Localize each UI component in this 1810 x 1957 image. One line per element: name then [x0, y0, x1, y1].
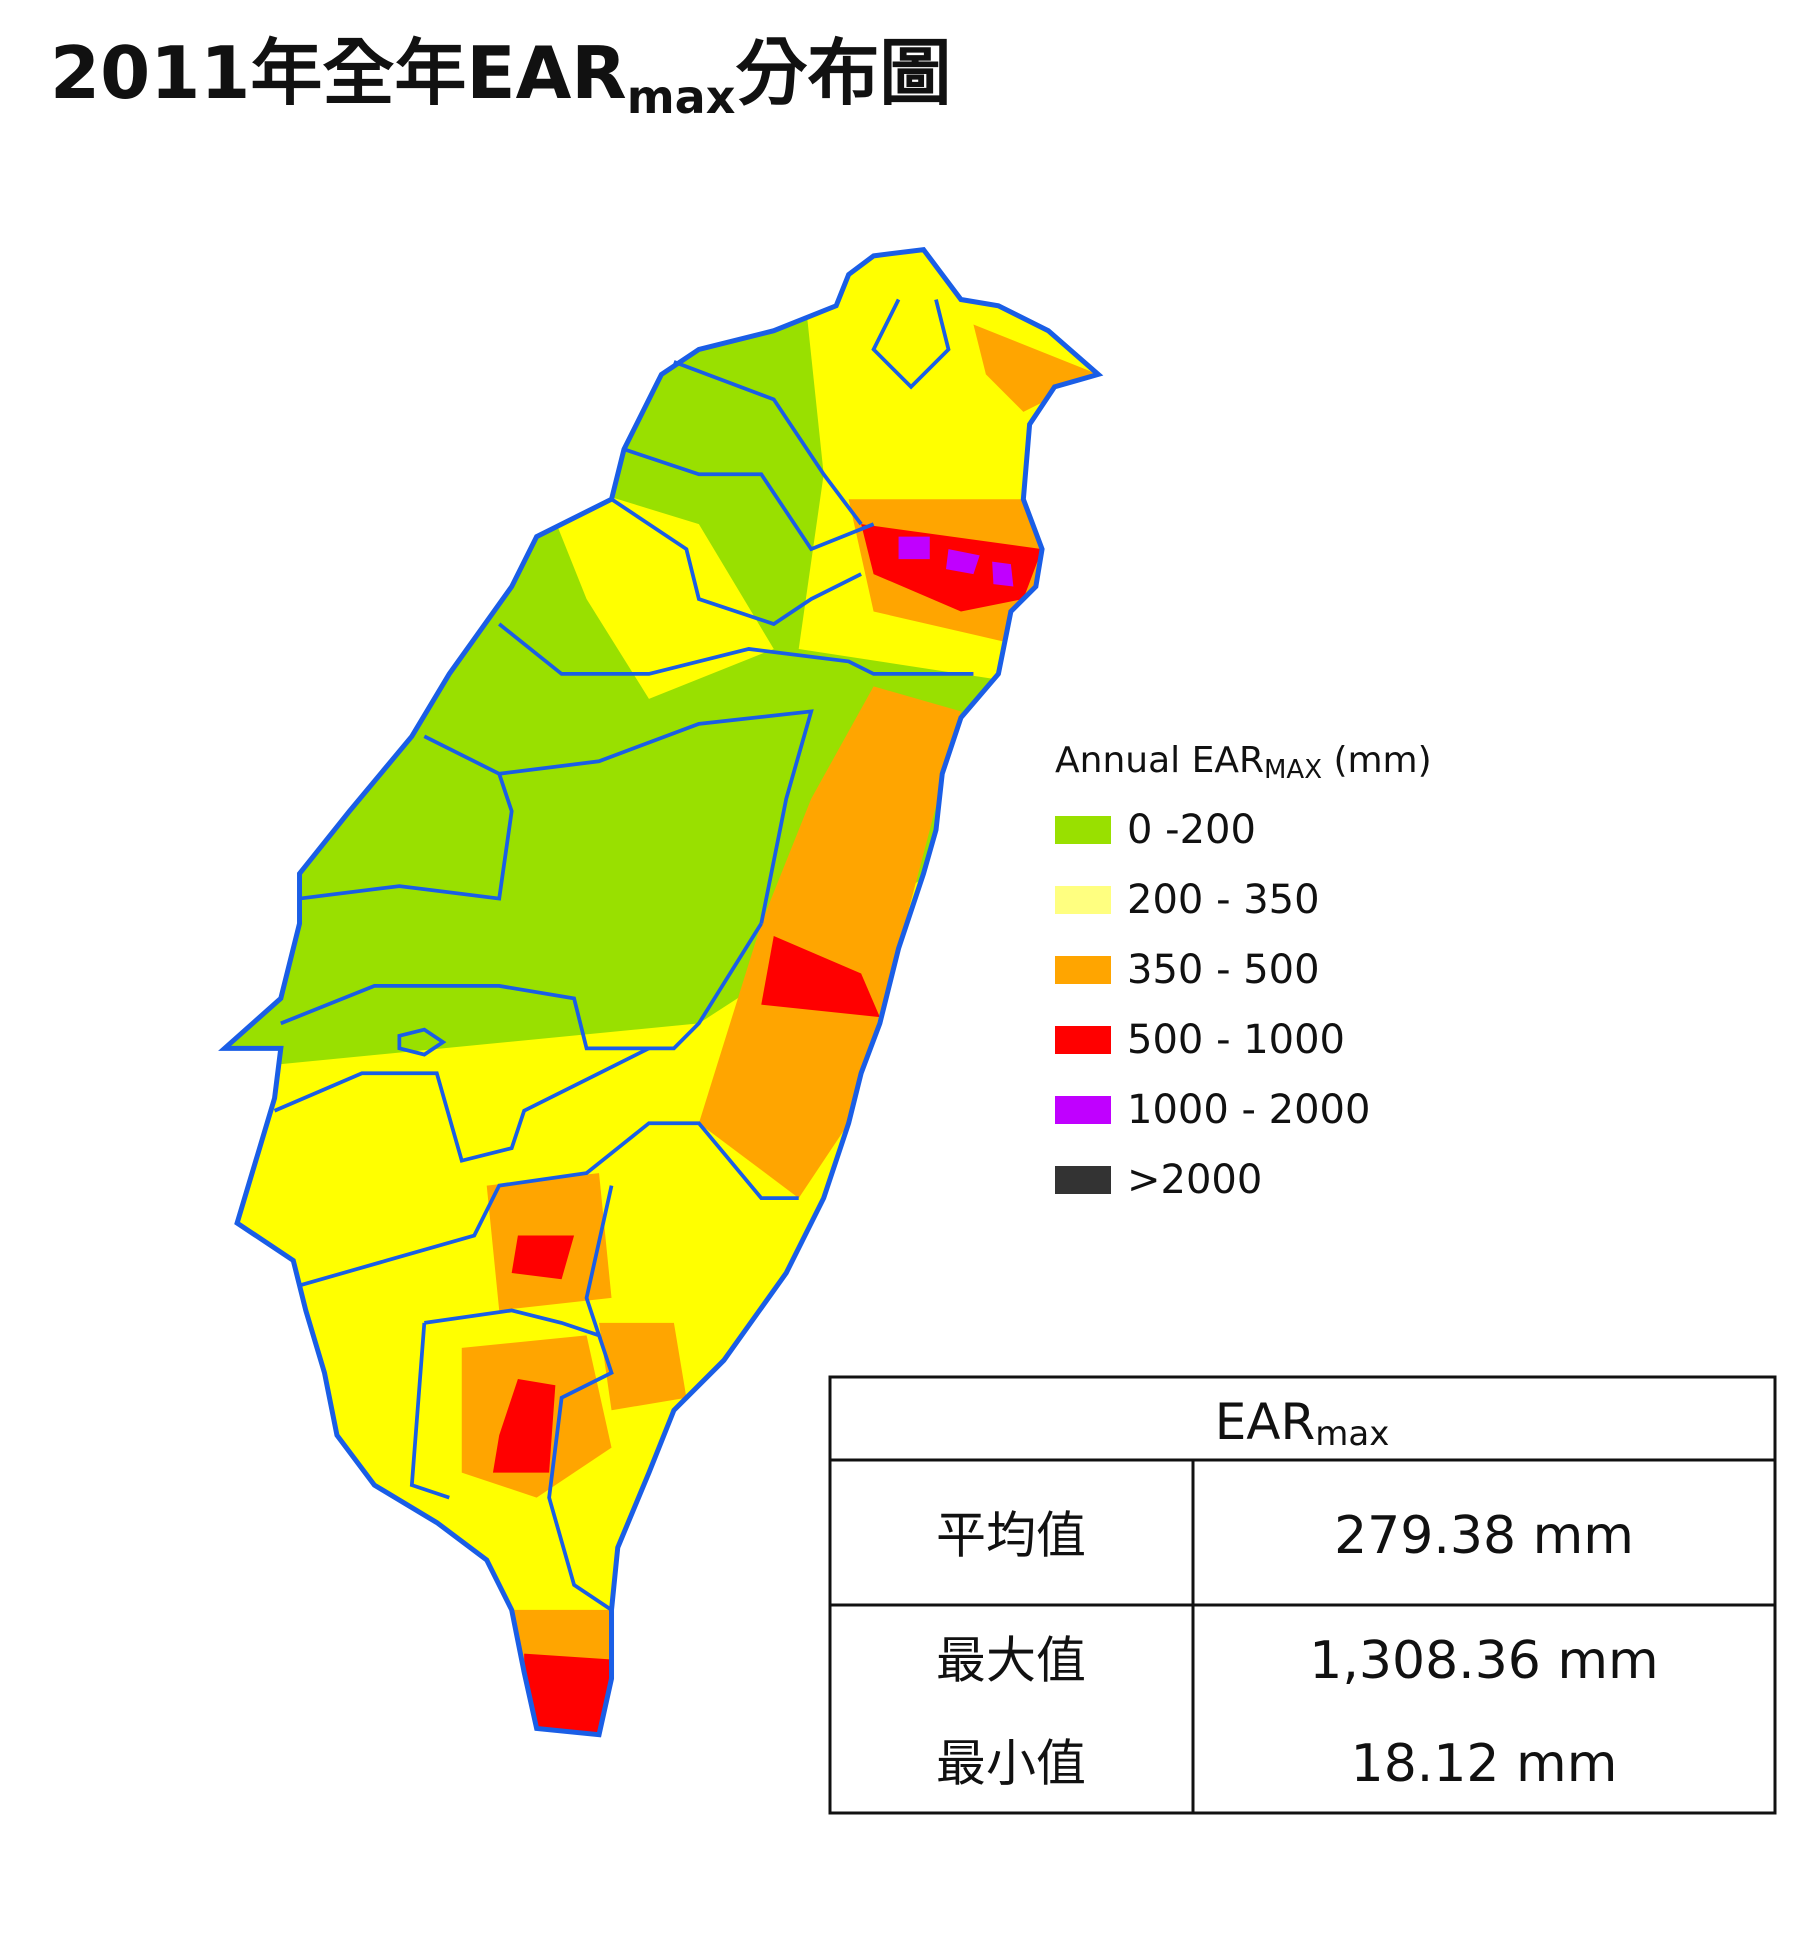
zone-red-east — [761, 936, 880, 1018]
legend: Annual EARMAX (mm) 0 -200 200 - 350 350 - … — [1055, 740, 1432, 1203]
legend-label: 1000 - 2000 — [1127, 1087, 1370, 1133]
row-label: 平均值 — [936, 1507, 1086, 1565]
table-header-main: EAR — [1215, 1393, 1316, 1451]
legend-swatch — [1055, 956, 1111, 984]
table-frame — [828, 1375, 1777, 1815]
legend-title: Annual EARMAX (mm) — [1055, 740, 1432, 785]
zone-orange-southeast — [599, 1322, 687, 1411]
legend-swatch — [1055, 1096, 1111, 1124]
page-title: 2011年全年EARmax分布圖 — [50, 31, 951, 124]
county-borders — [273, 298, 974, 1612]
legend-title-main: Annual EAR — [1055, 740, 1264, 781]
zone-purple — [898, 536, 1014, 587]
legend-label: 350 - 500 — [1127, 947, 1320, 993]
title-tail: 分布圖 — [735, 31, 951, 115]
zone-red-south — [492, 1379, 556, 1473]
legend-label: >2000 — [1127, 1157, 1262, 1203]
coastline — [218, 246, 1104, 1738]
row-value: 279.38 mm — [1334, 1506, 1634, 1566]
title-sub: max — [627, 70, 736, 124]
row-value: 18.12 mm — [1351, 1734, 1618, 1794]
legend-title-tail: (mm) — [1322, 740, 1432, 781]
table-header: EARmax — [1215, 1393, 1390, 1454]
stats-table: EARmax 平均值 279.38 mm 最大值 1,308.36 mm 最小值 18.1… — [828, 1375, 1777, 1815]
legend-title-sub: MAX — [1264, 755, 1322, 785]
legend-label: 500 - 1000 — [1127, 1017, 1345, 1063]
zone-orange-east — [698, 686, 961, 1199]
row-value: 1,308.36 mm — [1309, 1631, 1658, 1691]
row-label: 最小值 — [936, 1735, 1086, 1793]
legend-label: 0 -200 — [1127, 807, 1256, 853]
legend-swatch — [1055, 886, 1111, 914]
legend-swatch — [1055, 1026, 1111, 1054]
row-label: 最大值 — [936, 1632, 1086, 1690]
legend-swatch — [1055, 816, 1111, 844]
legend-label: 200 - 350 — [1127, 877, 1320, 923]
legend-swatch — [1055, 1166, 1111, 1194]
title-main: 2011年全年EAR — [50, 31, 627, 115]
table-header-sub: max — [1315, 1414, 1389, 1454]
zone-red-tip — [524, 1653, 618, 1735]
zone-yellow-north — [536, 474, 774, 699]
zone-red-central — [511, 1235, 575, 1280]
